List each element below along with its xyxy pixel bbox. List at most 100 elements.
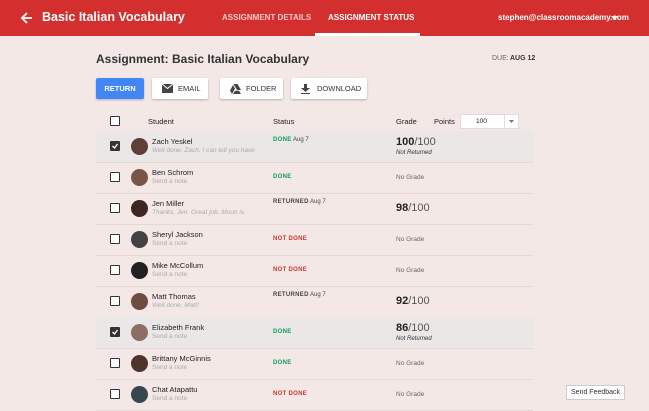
grade: 100/100 bbox=[396, 136, 436, 148]
row-checkbox[interactable] bbox=[110, 327, 120, 337]
grade: No Grade bbox=[396, 391, 425, 398]
points-value: 100 bbox=[476, 118, 487, 125]
grade-note: Not Returned bbox=[396, 336, 432, 342]
grade-score: 92 bbox=[396, 295, 409, 307]
grade: 86/100 bbox=[396, 322, 430, 334]
student-note: Send a note bbox=[152, 395, 188, 402]
table-row[interactable]: Matt Thomas Well done, Matt! RETURNED Aug 7… bbox=[96, 286, 533, 318]
student-note: Well done, Matt! bbox=[152, 302, 199, 309]
grade-total: /100 bbox=[414, 136, 436, 148]
button-label: FOLDER bbox=[246, 84, 277, 93]
grade-total: /100 bbox=[408, 295, 430, 307]
button-icon bbox=[230, 84, 241, 94]
send-feedback[interactable]: Send Feedback bbox=[566, 385, 626, 400]
table-row[interactable]: Mike McCollum Send a note NOT DONE No Grade bbox=[96, 255, 533, 287]
due-date: AUG 12 bbox=[510, 55, 536, 62]
student-name: Ben Schrom bbox=[152, 168, 194, 177]
row-checkbox[interactable] bbox=[110, 203, 120, 213]
row-checkbox[interactable] bbox=[110, 234, 120, 244]
back-arrow[interactable] bbox=[20, 11, 34, 25]
grade-note: Not Returned bbox=[396, 150, 432, 156]
col-student: Student bbox=[148, 117, 174, 126]
button-icon bbox=[301, 84, 310, 94]
grade: 98/100 bbox=[396, 202, 430, 214]
avatar bbox=[131, 200, 148, 217]
user-dropdown[interactable] bbox=[611, 16, 618, 21]
avatar bbox=[131, 355, 148, 372]
toolbar-button[interactable]: FOLDER bbox=[220, 78, 283, 99]
grade-score: 100 bbox=[396, 136, 415, 148]
col-status: Status bbox=[273, 117, 295, 126]
table-row[interactable]: Jen Miller Thanks, Jen. Great job. Moon i… bbox=[96, 193, 533, 225]
student-note: Send a note bbox=[152, 178, 188, 185]
select-all[interactable] bbox=[110, 116, 120, 126]
status: DONE bbox=[273, 137, 292, 143]
user-email[interactable]: stephen@classroomacademy.com bbox=[498, 13, 629, 22]
col-points: Points bbox=[434, 117, 455, 126]
student-name: Jen Miller bbox=[152, 199, 185, 208]
student-name: Zach Yeskel bbox=[152, 137, 193, 146]
grade-total: /100 bbox=[408, 202, 430, 214]
toolbar-button[interactable]: RETURN bbox=[96, 78, 144, 99]
student-name: Chat Atapattu bbox=[152, 385, 198, 394]
row-checkbox[interactable] bbox=[110, 358, 120, 368]
avatar bbox=[131, 138, 148, 155]
assignment-title: Assignment: Basic Italian Vocabulary bbox=[96, 52, 310, 66]
row-checkbox[interactable] bbox=[110, 296, 120, 306]
student-name: Elizabeth Frank bbox=[152, 323, 205, 332]
grade: No Grade bbox=[396, 360, 425, 367]
points-dropdown[interactable] bbox=[504, 114, 519, 129]
student-name: Matt Thomas bbox=[152, 292, 196, 301]
student-name: Brittany McGinnis bbox=[152, 354, 211, 363]
button-label: DOWNLOAD bbox=[317, 84, 362, 93]
status-date: Aug 7 bbox=[293, 137, 309, 143]
tab[interactable]: ASSIGNMENT DETAILS bbox=[222, 13, 312, 22]
col-grade: Grade bbox=[396, 117, 417, 126]
table-row[interactable]: Brittany McGinnis Send a note DONE No Grade bbox=[96, 348, 533, 380]
status: RETURNED bbox=[273, 292, 309, 298]
student-note: Well done, Zach. I can tell you have bbox=[152, 147, 255, 154]
status: NOT DONE bbox=[273, 236, 308, 242]
status-date: Aug 7 bbox=[310, 292, 326, 298]
button-label: RETURN bbox=[104, 84, 136, 93]
table-row[interactable]: Sheryl Jackson Send a note NOT DONE No Grad… bbox=[96, 224, 533, 256]
tab-underline bbox=[315, 33, 420, 36]
student-name: Sheryl Jackson bbox=[152, 230, 203, 239]
toolbar-button[interactable]: EMAIL bbox=[152, 78, 208, 99]
avatar bbox=[131, 386, 148, 403]
student-note: Send a note bbox=[152, 240, 188, 247]
student-note: Send a note bbox=[152, 271, 188, 278]
status: DONE bbox=[273, 329, 292, 335]
tab[interactable]: ASSIGNMENT STATUS bbox=[328, 13, 415, 22]
student-note: Send a note bbox=[152, 333, 188, 340]
toolbar-button[interactable]: DOWNLOAD bbox=[291, 78, 367, 99]
row-checkbox[interactable] bbox=[110, 172, 120, 182]
grade: No Grade bbox=[396, 267, 425, 274]
table-row[interactable]: Chat Atapattu Send a note NOT DONE No Grade bbox=[96, 379, 533, 411]
student-name: Mike McCollum bbox=[152, 261, 204, 270]
grade: 92/100 bbox=[396, 295, 430, 307]
top-bar: Basic Italian Vocabulary stephen@classro… bbox=[0, 0, 649, 36]
grade: No Grade bbox=[396, 236, 425, 243]
due-label: DUE: bbox=[492, 55, 509, 62]
grade: No Grade bbox=[396, 174, 425, 181]
status-date: Aug 7 bbox=[310, 199, 326, 205]
row-checkbox[interactable] bbox=[110, 141, 120, 151]
avatar bbox=[131, 169, 148, 186]
grade-total: /100 bbox=[408, 322, 430, 334]
grade-score: 98 bbox=[396, 202, 409, 214]
status: RETURNED bbox=[273, 199, 309, 205]
table-row[interactable]: Zach Yeskel Well done, Zach. I can tell y… bbox=[96, 131, 533, 163]
avatar bbox=[131, 262, 148, 279]
row-checkbox[interactable] bbox=[110, 389, 120, 399]
avatar bbox=[131, 293, 148, 310]
button-icon bbox=[161, 83, 174, 93]
table-row[interactable]: Elizabeth Frank Send a note DONE 86/100 Not … bbox=[96, 317, 533, 349]
status: NOT DONE bbox=[273, 267, 308, 273]
status: DONE bbox=[273, 174, 292, 180]
grade-score: 86 bbox=[396, 322, 409, 334]
table-row[interactable]: Ben Schrom Send a note DONE No Grade bbox=[96, 162, 533, 194]
row-checkbox[interactable] bbox=[110, 265, 120, 275]
avatar bbox=[131, 231, 148, 248]
avatar bbox=[131, 324, 148, 341]
